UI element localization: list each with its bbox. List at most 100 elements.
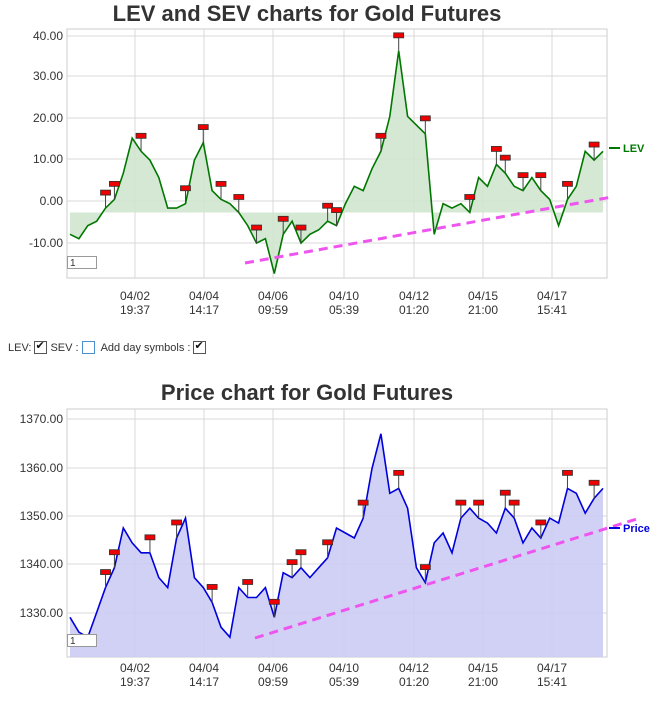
lev-day-marker-21 bbox=[588, 141, 600, 161]
price-day-marker-12 bbox=[419, 564, 431, 583]
price-day-marker-9 bbox=[322, 539, 334, 558]
price-x-tick-time: 09:59 bbox=[258, 675, 288, 689]
lev-day-marker-11 bbox=[331, 207, 342, 226]
lev-x-tick-time: 21:00 bbox=[468, 303, 498, 317]
lev-x-tick-time: 09:59 bbox=[258, 303, 288, 317]
lev-day-marker-12 bbox=[375, 132, 387, 152]
lev-y-tick-label: 30.00 bbox=[33, 69, 63, 83]
price-day-marker-16 bbox=[508, 499, 520, 519]
price-day-markers bbox=[100, 469, 600, 618]
price-x-tick-date: 04/02 bbox=[120, 661, 150, 675]
lev-day-marker-17 bbox=[499, 154, 511, 174]
lev-toggle-label: LEV: bbox=[8, 341, 32, 354]
price-chart-title: Price chart for Gold Futures bbox=[161, 380, 453, 405]
lev-day-marker-2 bbox=[135, 132, 147, 152]
lev-x-tick-date: 04/12 bbox=[399, 289, 429, 303]
price-day-marker-18 bbox=[562, 469, 573, 489]
price-day-marker-14 bbox=[473, 499, 485, 519]
lev-y-tick-label: 0.00 bbox=[40, 194, 64, 208]
price-day-marker-8 bbox=[295, 549, 307, 568]
price-trendline bbox=[254, 516, 641, 640]
sev-checkbox[interactable] bbox=[81, 341, 95, 354]
lev-y-tick-label: -10.00 bbox=[29, 236, 63, 250]
lev-x-tick-date: 04/15 bbox=[468, 289, 498, 303]
lev-legend-label: LEV bbox=[623, 143, 645, 155]
lev-day-marker-16 bbox=[490, 146, 502, 165]
lev-day-marker-19 bbox=[535, 172, 547, 191]
price-x-tick-time: 21:00 bbox=[468, 675, 498, 689]
price-day-marker-0 bbox=[100, 569, 111, 588]
lev-day-marker-6 bbox=[233, 194, 245, 213]
lev-day-marker-20 bbox=[562, 180, 573, 200]
lev-day-marker-14 bbox=[419, 115, 431, 134]
price-x-tick-time: 01:20 bbox=[399, 675, 429, 689]
price-day-marker-7 bbox=[286, 559, 298, 578]
price-y-tick-label: 1350.00 bbox=[20, 509, 64, 523]
day-symbols-checkbox[interactable] bbox=[193, 339, 207, 354]
lev-checkbox[interactable] bbox=[34, 339, 48, 354]
lev-x-tick-date: 04/06 bbox=[258, 289, 288, 303]
lev-x-tick-date: 04/02 bbox=[120, 289, 150, 303]
lev-y-tick-label: 10.00 bbox=[33, 152, 63, 166]
price-day-marker-1 bbox=[109, 549, 120, 568]
price-x-tick-date: 04/15 bbox=[468, 661, 498, 675]
day-symbols-label: Add day symbols : bbox=[100, 341, 191, 354]
price-x-tick-date: 04/04 bbox=[189, 661, 219, 675]
lev-x-tick-time: 01:20 bbox=[399, 303, 429, 317]
price-x-tick-time: 19:37 bbox=[120, 675, 150, 689]
price-y-tick-label: 1360.00 bbox=[20, 461, 64, 475]
price-day-marker-19 bbox=[588, 479, 600, 499]
price-area-fill bbox=[70, 433, 603, 657]
lev-day-marker-8 bbox=[277, 215, 289, 235]
lev-y-tick-label: 40.00 bbox=[33, 29, 63, 43]
lev-day-marker-15 bbox=[464, 194, 476, 213]
price-y-tick-label: 1340.00 bbox=[20, 557, 64, 571]
price-x-tick-date: 04/12 bbox=[399, 661, 429, 675]
lev-day-marker-3 bbox=[180, 185, 191, 204]
price-x-tick-time: 15:41 bbox=[537, 675, 567, 689]
lev-day-marker-4 bbox=[197, 124, 209, 143]
chart-controls: LEV: SEV : Add day symbols : bbox=[8, 339, 207, 354]
price-day-marker-3 bbox=[171, 519, 183, 538]
price-x-tick-time: 05:39 bbox=[329, 675, 359, 689]
lev-day-marker-5 bbox=[215, 180, 227, 200]
lev-x-tick-time: 05:39 bbox=[329, 303, 359, 317]
price-day-marker-6 bbox=[268, 598, 280, 618]
lev-x-tick-time: 14:17 bbox=[189, 303, 219, 317]
price-x-tick-date: 04/17 bbox=[537, 661, 567, 675]
price-day-marker-11 bbox=[393, 469, 405, 489]
lev-day-marker-13 bbox=[393, 32, 405, 51]
lev-day-marker-10 bbox=[322, 202, 334, 222]
lev-day-marker-9 bbox=[295, 224, 307, 244]
lev-x-tick-time: 15:41 bbox=[537, 303, 567, 317]
price-day-marker-5 bbox=[242, 579, 254, 598]
lev-x-tick-date: 04/17 bbox=[537, 289, 567, 303]
price-day-marker-17 bbox=[535, 519, 547, 538]
lev-day-markers bbox=[100, 32, 600, 244]
lev-chart-title: LEV and SEV charts for Gold Futures bbox=[113, 1, 502, 26]
lev-zoom-input[interactable]: 1 bbox=[67, 256, 97, 269]
lev-x-tick-date: 04/04 bbox=[189, 289, 219, 303]
lev-y-tick-label: 20.00 bbox=[33, 111, 63, 125]
price-day-marker-2 bbox=[144, 534, 156, 553]
lev-day-marker-1 bbox=[109, 180, 120, 200]
price-legend-label: Price bbox=[623, 523, 650, 535]
price-day-marker-4 bbox=[206, 584, 218, 603]
lev-y-ticks: 40.00 30.00 20.00 10.00 0.00 -10.00 bbox=[29, 29, 63, 250]
price-day-marker-10 bbox=[357, 499, 369, 519]
lev-chart: LEV and SEV charts for Gold Futures 40.0… bbox=[29, 1, 645, 317]
sev-toggle-label: SEV : bbox=[50, 341, 79, 354]
price-y-ticks: 1370.00 1360.00 1350.00 1340.00 1330.00 bbox=[20, 412, 64, 620]
lev-trendline bbox=[244, 195, 613, 265]
price-x-tick-date: 04/06 bbox=[258, 661, 288, 675]
price-x-tick-time: 14:17 bbox=[189, 675, 219, 689]
lev-plot-area bbox=[66, 28, 608, 279]
lev-series-line bbox=[69, 50, 604, 274]
price-y-tick-label: 1370.00 bbox=[20, 412, 64, 426]
lev-x-tick-date: 04/10 bbox=[329, 289, 359, 303]
price-y-tick-label: 1330.00 bbox=[20, 606, 64, 620]
price-zoom-input[interactable]: 1 bbox=[67, 634, 97, 647]
